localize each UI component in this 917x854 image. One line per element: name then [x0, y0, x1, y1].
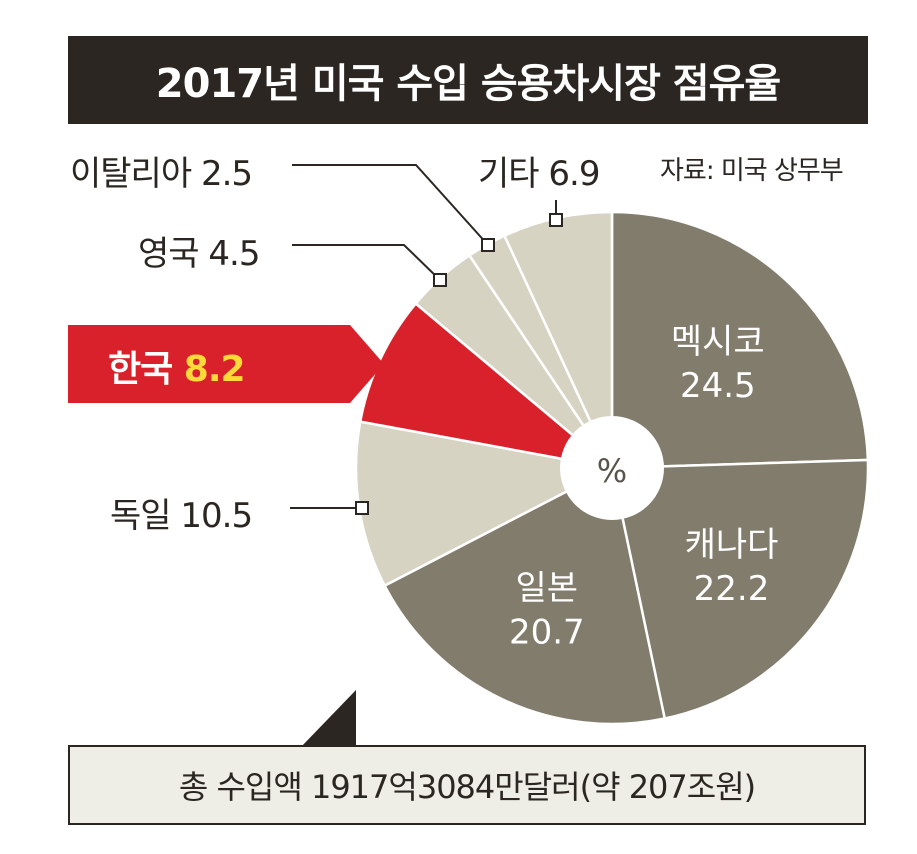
label-italy: 이탈리아 2.5: [70, 146, 253, 195]
total-pointer: [300, 690, 356, 748]
slice-value-canada: 22.2: [694, 569, 770, 609]
slice-label-mexico: 멕시코: [671, 322, 765, 362]
slice-value-mexico: 24.5: [680, 366, 756, 406]
label-italy-name: 이탈리아: [70, 154, 192, 194]
label-uk-name: 영국: [138, 234, 200, 274]
label-other: 기타 6.9: [478, 146, 600, 195]
center-hole: [560, 416, 664, 520]
label-korea-value: 8.2: [183, 349, 246, 390]
label-korea: 한국 8.2: [108, 340, 246, 392]
slice-value-japan: 20.7: [509, 612, 585, 652]
leader-marker-italy: [481, 238, 495, 252]
unit-label: %: [597, 452, 627, 490]
label-italy-value: 2.5: [200, 154, 253, 194]
pie-slice-korea: [358, 301, 617, 471]
chart-title: 2017년 미국 수입 승용차시장 점유율: [68, 36, 868, 124]
label-other-value: 6.9: [548, 154, 600, 194]
label-germany-value: 10.5: [180, 496, 253, 536]
pie-slice-canada: [610, 458, 870, 721]
label-uk-value: 4.5: [208, 234, 260, 274]
korea-callout-box: [68, 325, 350, 403]
leader-marker-other: [549, 213, 563, 227]
pie-slice-japan: [382, 466, 667, 726]
leader-marker-uk: [433, 273, 447, 287]
label-korea-name: 한국: [108, 349, 173, 390]
label-other-name: 기타: [478, 154, 540, 194]
label-germany: 독일 10.5: [110, 488, 253, 537]
slice-label-japan: 일본: [516, 568, 579, 608]
source-note: 자료: 미국 상무부: [660, 156, 844, 186]
leader-italy: [292, 164, 489, 246]
pie-slice-mexico: [610, 210, 870, 470]
leader-uk: [292, 244, 441, 281]
korea-callout-arrow: [350, 325, 384, 403]
leader-marker-germany: [355, 501, 369, 515]
label-uk: 영국 4.5: [138, 226, 260, 275]
label-germany-name: 독일: [110, 496, 172, 536]
total-import-box: 총 수입액 1917억3084만달러(약 207조원): [68, 745, 866, 825]
slice-label-canada: 캐나다: [685, 525, 779, 565]
